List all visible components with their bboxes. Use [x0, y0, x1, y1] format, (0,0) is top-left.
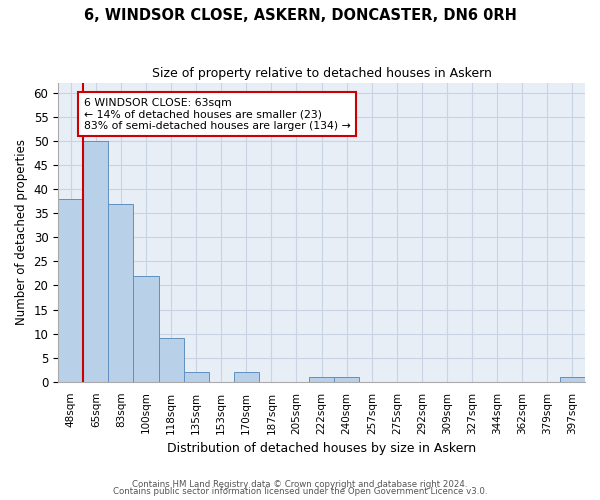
- Bar: [158, 338, 184, 382]
- Text: Contains HM Land Registry data © Crown copyright and database right 2024.: Contains HM Land Registry data © Crown c…: [132, 480, 468, 489]
- X-axis label: Distribution of detached houses by size in Askern: Distribution of detached houses by size …: [167, 442, 476, 455]
- Bar: [560, 377, 585, 382]
- Bar: [234, 372, 259, 382]
- Text: 6 WINDSOR CLOSE: 63sqm
← 14% of detached houses are smaller (23)
83% of semi-det: 6 WINDSOR CLOSE: 63sqm ← 14% of detached…: [84, 98, 350, 130]
- Bar: [334, 377, 359, 382]
- Bar: [83, 141, 109, 382]
- Y-axis label: Number of detached properties: Number of detached properties: [15, 140, 28, 326]
- Bar: [109, 204, 133, 382]
- Text: Contains public sector information licensed under the Open Government Licence v3: Contains public sector information licen…: [113, 488, 487, 496]
- Bar: [58, 198, 83, 382]
- Bar: [309, 377, 334, 382]
- Bar: [184, 372, 209, 382]
- Bar: [133, 276, 158, 382]
- Text: 6, WINDSOR CLOSE, ASKERN, DONCASTER, DN6 0RH: 6, WINDSOR CLOSE, ASKERN, DONCASTER, DN6…: [83, 8, 517, 22]
- Title: Size of property relative to detached houses in Askern: Size of property relative to detached ho…: [152, 68, 491, 80]
